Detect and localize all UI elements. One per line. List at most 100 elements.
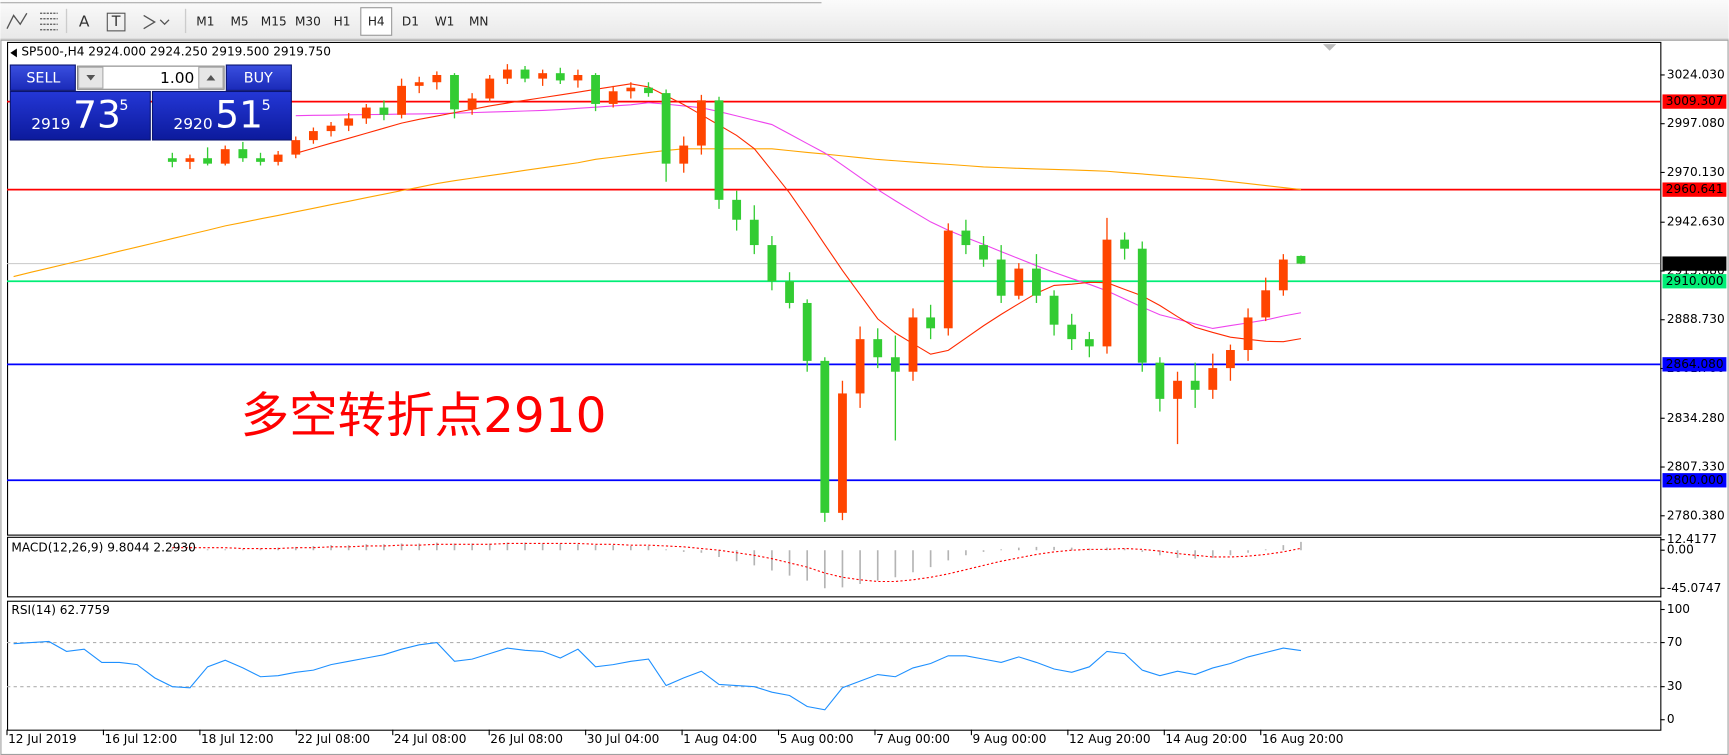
trade-panel: SELL 1.00 BUY 2919 73 5 2920 51 5 (9, 64, 292, 141)
candle-body (1120, 239, 1130, 249)
candle-body (838, 393, 847, 513)
volume-up-icon (206, 74, 216, 81)
candle-body (1173, 380, 1182, 399)
candle-body (238, 149, 248, 159)
candle-body (555, 73, 565, 81)
x-tick-label: 22 Jul 08:00 (297, 732, 370, 746)
macd-title: MACD(12,26,9) 9.8044 2.2930 (11, 540, 195, 554)
candle-body (1190, 380, 1200, 390)
x-tick-label: 1 Aug 04:00 (683, 732, 757, 746)
timeframe-label[interactable]: M30 (295, 15, 321, 29)
timeframe-label[interactable]: W1 (435, 15, 455, 29)
y-tick-label: 0 (1667, 712, 1675, 726)
rsi-line (13, 640, 1302, 711)
candle-body (1155, 362, 1165, 399)
candle-body (1067, 324, 1077, 340)
y-tick-label: 2997.080 (1667, 116, 1725, 130)
rsi-title: RSI(14) 62.7759 (11, 603, 109, 617)
y-tick-label: 2780.380 (1667, 508, 1725, 522)
candle-body (573, 74, 583, 81)
level-label-bg (1662, 94, 1727, 109)
x-tick-label: 14 Aug 20:00 (1165, 732, 1247, 746)
y-tick-label: 2834.280 (1667, 411, 1725, 425)
candle-body (785, 281, 794, 303)
volume-value[interactable]: 1.00 (160, 69, 194, 87)
tool-lines-icon[interactable] (6, 12, 28, 29)
buy-price-box[interactable] (151, 90, 292, 141)
candle-body (1261, 290, 1271, 318)
y-tick-label: 12.4177 (1667, 532, 1717, 546)
timeframe-label[interactable]: M15 (261, 15, 287, 29)
timeframe-label[interactable]: H4 (368, 15, 385, 29)
candle-body (256, 158, 265, 162)
timeframe-label[interactable]: MN (469, 15, 489, 29)
candle-body (450, 74, 459, 110)
sell-price-box[interactable] (9, 90, 151, 141)
moving-average (295, 102, 1302, 330)
candle-body (1137, 248, 1147, 363)
candle-body (767, 245, 777, 282)
main-plot: 多空转折点2910 (6, 64, 1661, 522)
timeframe-button[interactable] (360, 7, 393, 36)
tool-label-icon[interactable]: T (111, 14, 121, 30)
buy-label[interactable]: BUY (244, 70, 273, 86)
level-label: 3009.307 (1666, 94, 1724, 108)
candle-body (485, 78, 495, 99)
level-label-bg (1662, 473, 1727, 488)
candle-body (1278, 259, 1288, 291)
candle-body (1102, 239, 1112, 347)
candle-body (873, 339, 883, 358)
candle-body (908, 317, 918, 372)
axes: 3024.0302997.0802970.1302942.6302915.680… (6, 67, 1727, 746)
drawing-tools (6, 8, 187, 34)
candle-body (379, 107, 389, 115)
tool-fibo-icon[interactable] (40, 12, 58, 31)
x-tick-label: 26 Jul 08:00 (490, 732, 563, 746)
candle-body (855, 339, 865, 394)
level-label: 2910.000 (1666, 274, 1724, 288)
candle-body (591, 74, 600, 104)
timeframe-label[interactable]: D1 (402, 15, 419, 29)
moving-average (13, 148, 1302, 278)
timeframe-label[interactable]: H1 (334, 15, 351, 29)
timeframe-label[interactable]: M1 (196, 15, 214, 29)
candle-body (220, 149, 230, 164)
volume-down-icon (86, 74, 96, 81)
candle-body (644, 87, 653, 94)
candle-body (961, 230, 971, 246)
toolbar (0, 0, 1729, 40)
candle-body (996, 259, 1006, 296)
y-tick-label: 2888.730 (1667, 312, 1725, 326)
volume-field[interactable] (76, 65, 225, 90)
buy-button[interactable] (225, 64, 292, 91)
candle-body (1243, 317, 1253, 351)
candle-body (502, 69, 512, 79)
sell-price-pips: 73 (73, 92, 121, 136)
candle-body (397, 85, 406, 115)
annotation: 多空转折点2910 (241, 388, 607, 444)
candle-body (1032, 268, 1041, 296)
timeframe-label[interactable]: M5 (230, 15, 248, 29)
candle-body (679, 145, 689, 164)
candle-body (943, 230, 953, 329)
buy-price-big: 2920 (173, 115, 212, 133)
candle-body (432, 74, 442, 83)
candle-body (520, 69, 530, 79)
level-label-bg (1662, 182, 1727, 197)
symbol-marker (10, 48, 17, 58)
x-tick-label: 9 Aug 00:00 (973, 732, 1047, 746)
candle-body (291, 140, 301, 155)
level-label: 2960.641 (1666, 182, 1724, 196)
candle-body (203, 158, 213, 164)
level-label-bg (1662, 274, 1727, 289)
sell-label[interactable]: SELL (26, 70, 60, 86)
y-tick-label: 2807.330 (1667, 460, 1725, 474)
candle-body (890, 357, 900, 372)
y-tick-label: 70 (1667, 635, 1682, 649)
tool-text-icon[interactable]: A (79, 13, 90, 31)
tool-arrows-icon[interactable] (143, 14, 170, 30)
sell-button[interactable] (9, 64, 76, 91)
chart-window (0, 39, 1729, 755)
x-tick-label: 12 Aug 20:00 (1069, 732, 1151, 746)
